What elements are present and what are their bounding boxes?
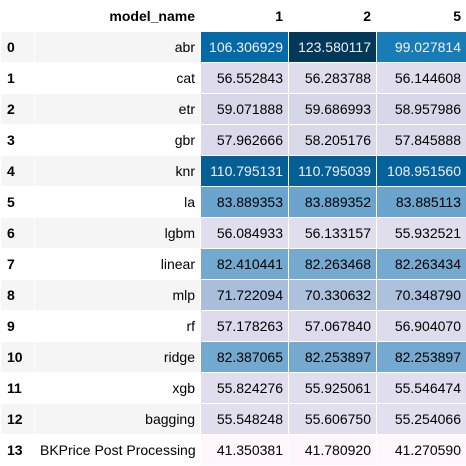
value-cell-col-1: 82.410441 [201,249,289,280]
value-cell-col-1: 110.795131 [201,156,289,187]
value-cell-col-1: 56.084933 [201,218,289,249]
model-name-cell: lgbm [35,218,201,249]
model-name-cell: la [35,187,201,218]
row-index-label: 8 [1,280,35,311]
header-col-5: 5 [377,1,466,32]
model-name-cell: gbr [35,125,201,156]
row-index-label: 13 [1,435,35,466]
row-index-label: 3 [1,125,35,156]
header-index-cell [1,1,35,32]
value-cell-col-5: 83.885113 [377,187,466,218]
value-cell-col-2: 55.606750 [289,404,377,435]
value-cell-col-5: 55.254066 [377,404,466,435]
row-index-label: 7 [1,249,35,280]
value-cell-col-5: 82.263434 [377,249,466,280]
value-cell-col-5: 55.932521 [377,218,466,249]
value-cell-col-1: 57.178263 [201,311,289,342]
value-cell-col-5: 70.348790 [377,280,466,311]
row-index-label: 1 [1,63,35,94]
table-header: model_name 1 2 5 [1,1,466,32]
value-cell-col-2: 55.925061 [289,373,377,404]
value-cell-col-5: 99.027814 [377,32,466,63]
value-cell-col-1: 83.889353 [201,187,289,218]
row-index-label: 5 [1,187,35,218]
value-cell-col-2: 123.580117 [289,32,377,63]
value-cell-col-5: 55.546474 [377,373,466,404]
row-index-label: 0 [1,32,35,63]
value-cell-col-2: 82.253897 [289,342,377,373]
model-name-cell: ridge [35,342,201,373]
row-index-label: 10 [1,342,35,373]
value-cell-col-1: 82.387065 [201,342,289,373]
value-cell-col-1: 71.722094 [201,280,289,311]
value-cell-col-5: 82.253897 [377,342,466,373]
row-index-label: 11 [1,373,35,404]
value-cell-col-2: 110.795039 [289,156,377,187]
value-cell-col-5: 41.270590 [377,435,466,466]
value-cell-col-1: 55.824276 [201,373,289,404]
value-cell-col-5: 58.957986 [377,94,466,125]
model-name-cell: bagging [35,404,201,435]
value-cell-col-1: 106.306929 [201,32,289,63]
value-cell-col-1: 41.350381 [201,435,289,466]
model-name-cell: abr [35,32,201,63]
model-name-cell: xgb [35,373,201,404]
value-cell-col-5: 56.904070 [377,311,466,342]
value-cell-col-2: 41.780920 [289,435,377,466]
value-cell-col-2: 56.133157 [289,218,377,249]
value-cell-col-5: 57.845888 [377,125,466,156]
row-index-label: 2 [1,94,35,125]
value-cell-col-5: 108.951560 [377,156,466,187]
model-name-cell: cat [35,63,201,94]
value-cell-col-2: 58.205176 [289,125,377,156]
header-row: model_name 1 2 5 [1,1,466,32]
value-cell-col-1: 59.071888 [201,94,289,125]
value-cell-col-2: 70.330632 [289,280,377,311]
value-cell-col-1: 57.962666 [201,125,289,156]
model-name-cell: knr [35,156,201,187]
value-cell-col-1: 55.548248 [201,404,289,435]
row-index-label: 6 [1,218,35,249]
value-cell-col-2: 56.283788 [289,63,377,94]
row-index-label: 9 [1,311,35,342]
header-model-name: model_name [35,1,201,32]
header-col-1: 1 [201,1,289,32]
value-cell-col-2: 57.067840 [289,311,377,342]
model-name-cell: BKPrice Post Processing [35,435,201,466]
header-col-2: 2 [289,1,377,32]
value-cell-col-1: 56.552843 [201,63,289,94]
value-cell-col-2: 83.889352 [289,187,377,218]
model-name-cell: etr [35,94,201,125]
model-name-cell: linear [35,249,201,280]
row-index-label: 4 [1,156,35,187]
model-name-cell: mlp [35,280,201,311]
row-index-label: 12 [1,404,35,435]
value-cell-col-2: 59.686993 [289,94,377,125]
value-cell-col-2: 82.263468 [289,249,377,280]
value-cell-col-5: 56.144608 [377,63,466,94]
model-name-cell: rf [35,311,201,342]
